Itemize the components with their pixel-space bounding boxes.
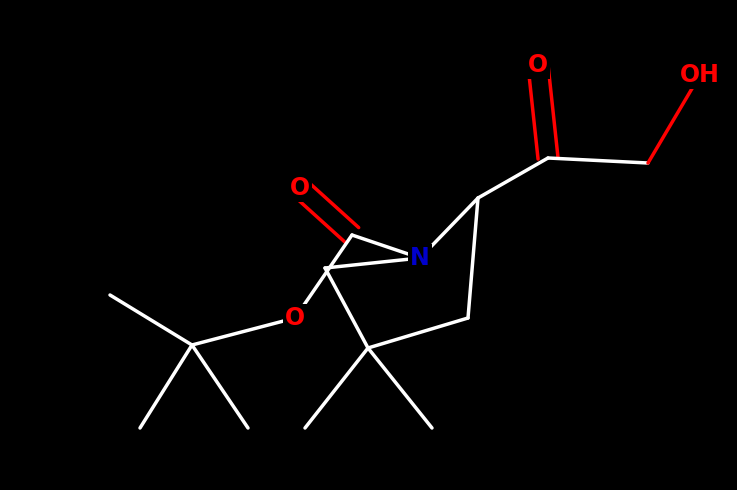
Text: OH: OH bbox=[680, 63, 720, 87]
Text: N: N bbox=[410, 246, 430, 270]
Text: O: O bbox=[290, 176, 310, 200]
Text: O: O bbox=[285, 306, 305, 330]
Text: O: O bbox=[528, 53, 548, 77]
